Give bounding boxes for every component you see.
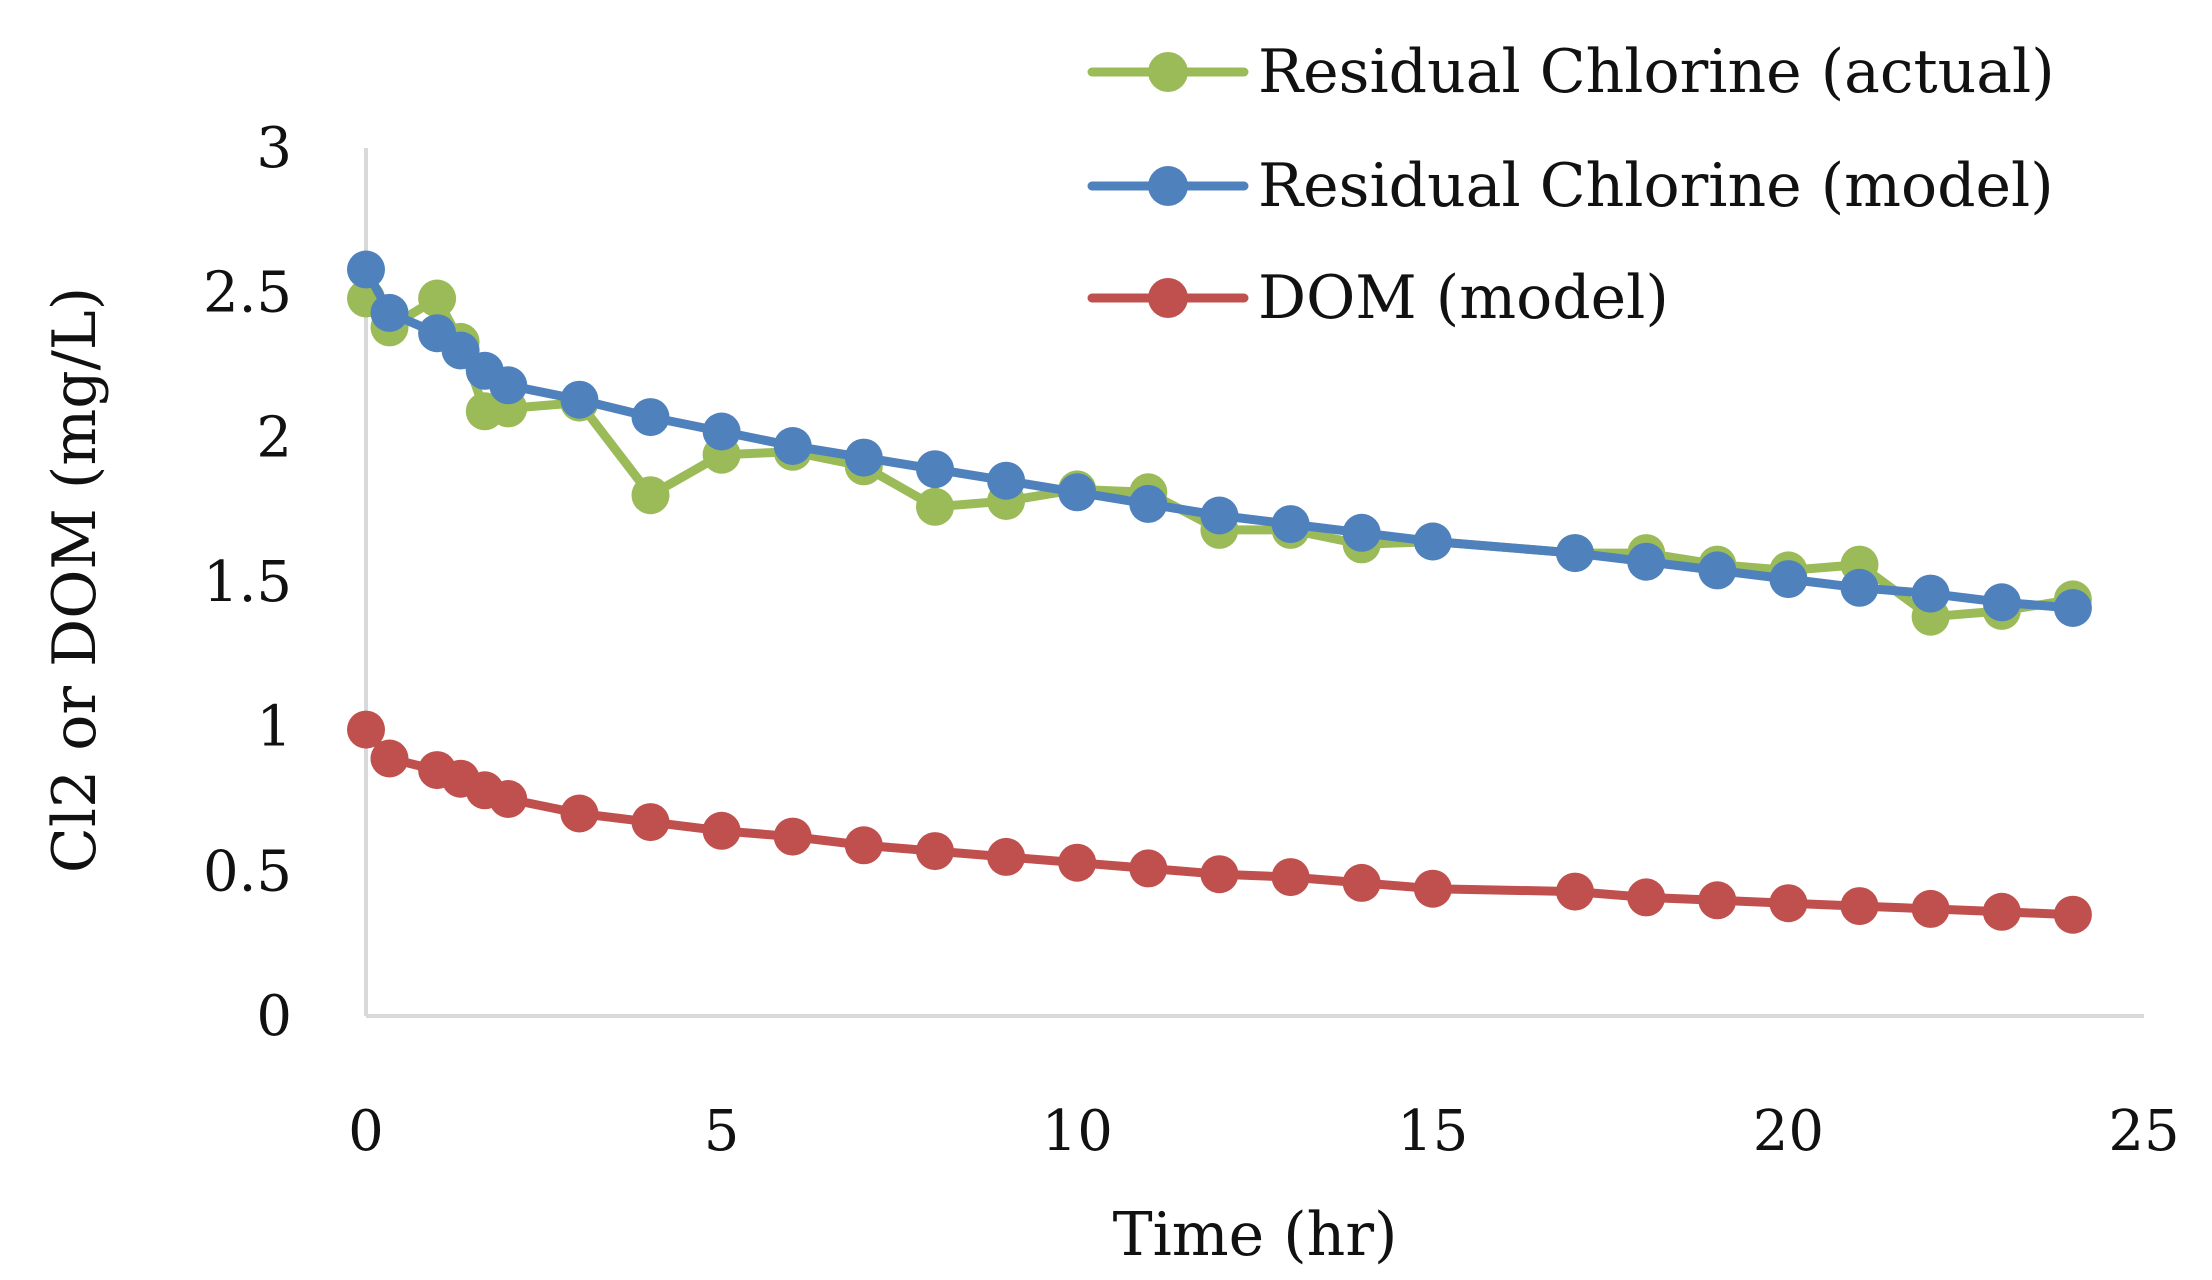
data-point-dom-model (560, 794, 599, 833)
legend-label: Residual Chlorine (model) (1258, 151, 2054, 221)
legend-item-residual-chlorine-model: Residual Chlorine (model) (1087, 151, 2054, 221)
x-tick-label: 20 (1753, 1099, 1824, 1164)
x-tick-label: 10 (1042, 1099, 1113, 1164)
data-point-residual-chlorine-actual (418, 279, 457, 318)
y-tick-label: 2.5 (203, 261, 292, 326)
data-point-residual-chlorine-model (702, 412, 741, 451)
y-axis-title: Cl2 or DOM (mg/L) (40, 287, 110, 873)
data-point-residual-chlorine-model (1129, 484, 1168, 523)
series-line-residual-chlorine-actual (361, 294, 2078, 622)
data-point-dom-model (347, 710, 385, 749)
data-point-dom-model (2053, 895, 2092, 934)
x-tick-label: 25 (2108, 1099, 2179, 1164)
series-residual-chlorine-model (347, 250, 2092, 627)
legend-item-residual-chlorine-actual: Residual Chlorine (actual) (1087, 37, 2055, 107)
data-point-dom-model (1627, 878, 1666, 917)
y-tick-label: 0.5 (203, 839, 292, 904)
data-point-dom-model (1982, 892, 2021, 931)
data-point-residual-chlorine-model (1342, 513, 1381, 552)
y-tick-label: 1.5 (203, 550, 292, 615)
data-point-dom-model (1698, 881, 1737, 920)
y-tick-label: 0 (256, 984, 292, 1049)
data-point-residual-chlorine-model (1840, 568, 1879, 607)
series-dom-model (347, 710, 2092, 934)
data-point-residual-chlorine-model (1769, 560, 1808, 599)
data-point-dom-model (1271, 858, 1310, 897)
legend-label: Residual Chlorine (actual) (1258, 37, 2055, 107)
data-point-dom-model (702, 811, 741, 850)
legend: Residual Chlorine (actual) Residual Chlor… (1087, 37, 2055, 333)
data-point-residual-chlorine-model (2053, 589, 2092, 627)
data-point-residual-chlorine-model (1982, 583, 2021, 622)
legend-swatch-marker (1148, 278, 1188, 318)
data-point-residual-chlorine-model (1911, 574, 1950, 613)
data-point-residual-chlorine-model (1698, 551, 1737, 590)
y-tick-label: 2 (256, 405, 292, 470)
data-point-residual-chlorine-model (773, 427, 812, 465)
series-line-residual-chlorine-model (361, 265, 2078, 613)
data-point-residual-chlorine-model (370, 293, 409, 332)
data-point-dom-model (1413, 869, 1452, 908)
data-point-dom-model (1058, 843, 1097, 882)
data-point-residual-chlorine-model (1413, 522, 1452, 561)
y-tick-label: 3 (256, 116, 292, 181)
legend-item-dom-model: DOM (model) (1087, 263, 1669, 333)
data-point-residual-chlorine-actual (631, 476, 670, 515)
data-point-residual-chlorine-model (489, 366, 528, 405)
data-point-residual-chlorine-model (916, 450, 954, 489)
data-point-residual-chlorine-model (1627, 542, 1666, 581)
y-tick-label: 1 (256, 695, 292, 760)
series (347, 250, 2092, 934)
data-point-dom-model (773, 817, 812, 856)
data-point-dom-model (916, 832, 954, 871)
data-point-dom-model (1556, 872, 1594, 911)
data-point-dom-model (1129, 849, 1168, 888)
data-point-dom-model (1200, 855, 1239, 894)
x-tick-label: 0 (348, 1099, 384, 1164)
data-point-residual-chlorine-model (987, 461, 1026, 500)
data-point-dom-model (1911, 889, 1950, 928)
data-point-dom-model (844, 826, 883, 865)
data-point-residual-chlorine-model (1200, 496, 1239, 535)
x-axis-title: Time (hr) (1113, 1200, 1398, 1270)
data-point-residual-chlorine-model (347, 250, 385, 289)
data-point-dom-model (987, 837, 1026, 876)
data-point-residual-chlorine-model (560, 380, 599, 419)
data-point-dom-model (1840, 887, 1879, 926)
legend-swatch-marker (1148, 166, 1188, 206)
data-point-residual-chlorine-model (844, 438, 883, 477)
data-point-residual-chlorine-model (631, 398, 670, 437)
x-tick-label: 15 (1397, 1099, 1468, 1164)
legend-label: DOM (model) (1258, 263, 1669, 333)
ticks: 0 5 10 15 20 25 0 0.5 1 1.5 2 2.5 3 (203, 116, 2180, 1164)
data-point-dom-model (1769, 884, 1808, 923)
legend-swatch-marker (1148, 52, 1188, 92)
data-point-dom-model (1342, 863, 1381, 902)
data-point-dom-model (631, 803, 670, 842)
data-point-residual-chlorine-model (1556, 534, 1594, 573)
data-point-residual-chlorine-model (1271, 505, 1310, 544)
data-point-residual-chlorine-model (1058, 473, 1097, 512)
data-point-residual-chlorine-actual (916, 487, 954, 526)
data-point-dom-model (370, 739, 409, 778)
data-point-dom-model (489, 780, 528, 818)
x-tick-label: 5 (704, 1099, 740, 1164)
